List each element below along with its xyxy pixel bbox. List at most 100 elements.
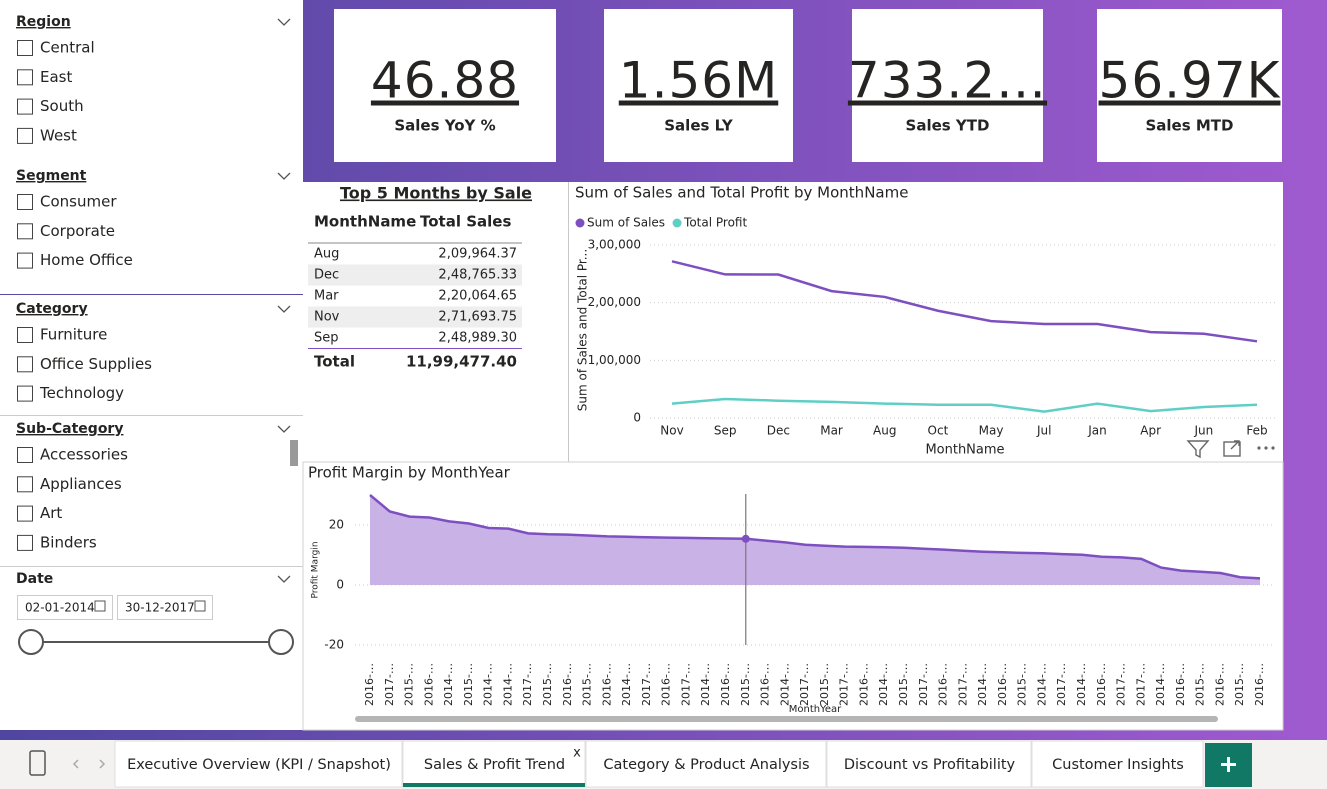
slicer-title: Region bbox=[16, 14, 71, 30]
slider-handle[interactable] bbox=[268, 629, 294, 655]
date-input[interactable] bbox=[117, 595, 213, 620]
table-total: Total bbox=[314, 353, 355, 371]
visual-header-icons[interactable] bbox=[1186, 440, 1241, 459]
kpi-value: 56.97K bbox=[1099, 52, 1281, 110]
chevron[interactable] bbox=[277, 575, 291, 583]
table-row-bg bbox=[308, 306, 522, 328]
x-tick-label: 2016-… bbox=[1095, 663, 1108, 706]
x-tick-label: 2017-… bbox=[521, 663, 534, 706]
y-tick-label: -20 bbox=[324, 638, 344, 652]
calendar-icon[interactable] bbox=[194, 600, 206, 612]
x-tick-label: 2016-… bbox=[561, 663, 574, 706]
checkbox[interactable] bbox=[17, 327, 33, 343]
x-tick-label: Sep bbox=[714, 424, 737, 438]
checkbox[interactable] bbox=[17, 385, 33, 402]
chevron[interactable] bbox=[277, 425, 291, 433]
checkbox[interactable] bbox=[17, 69, 33, 86]
x-tick-label: May bbox=[979, 424, 1004, 438]
legend-marker bbox=[575, 218, 585, 228]
slicer-item: Furniture bbox=[40, 326, 107, 344]
mobile-icon[interactable] bbox=[29, 750, 46, 776]
checkbox[interactable] bbox=[17, 356, 33, 373]
x-tick-label: 2015-… bbox=[818, 663, 831, 706]
x-tick-label: 2017-… bbox=[1115, 663, 1128, 706]
page-tab[interactable] bbox=[114, 740, 403, 788]
date-input[interactable] bbox=[17, 595, 113, 620]
slicer-title: Sub-Category bbox=[16, 421, 123, 437]
checkbox[interactable] bbox=[17, 127, 33, 144]
slicer-item: Corporate bbox=[40, 222, 115, 240]
area-chart-panel bbox=[302, 461, 1284, 731]
x-tick-label: 2015-… bbox=[403, 663, 416, 706]
x-tick-label: 2014-… bbox=[877, 663, 890, 706]
page-tab[interactable] bbox=[585, 740, 827, 788]
chevron[interactable] bbox=[277, 172, 291, 180]
x-tick-label: 2015-… bbox=[462, 663, 475, 706]
slicer-item: Binders bbox=[40, 533, 97, 551]
x-tick-label: 2016-… bbox=[660, 663, 673, 706]
more-icon[interactable] bbox=[1257, 446, 1275, 450]
tab-label: Executive Overview (KPI / Snapshot) bbox=[127, 757, 391, 773]
x-tick-label: Jun bbox=[1193, 424, 1213, 438]
kpi-card bbox=[1097, 9, 1282, 162]
x-axis-label: MonthYear bbox=[789, 704, 842, 715]
legend-label: Total Profit bbox=[683, 216, 747, 230]
tab-label: Discount vs Profitability bbox=[844, 757, 1016, 773]
x-tick-label: 2014-… bbox=[976, 663, 989, 706]
x-tick-label: 2016-… bbox=[857, 663, 870, 706]
kpi-card bbox=[852, 9, 1043, 162]
x-tick-label: 2017-… bbox=[1134, 663, 1147, 706]
scrollbar bbox=[290, 440, 298, 466]
x-tick-label: Feb bbox=[1246, 424, 1267, 438]
checkbox[interactable] bbox=[17, 534, 33, 551]
hover-point bbox=[741, 534, 750, 543]
chart-title: Profit Margin by MonthYear bbox=[308, 464, 511, 482]
x-tick-label: 2015-… bbox=[581, 663, 594, 706]
x-tick-label: Jan bbox=[1087, 424, 1107, 438]
x-tick-label: 2016-… bbox=[937, 663, 950, 706]
x-tick-label: 2017-… bbox=[956, 663, 969, 706]
checkbox[interactable] bbox=[17, 40, 33, 56]
slicer-item: Technology bbox=[39, 384, 124, 402]
kpi-card bbox=[604, 9, 793, 162]
checkbox[interactable] bbox=[17, 98, 33, 115]
x-tick-label: 2016-… bbox=[1174, 663, 1187, 706]
chevron[interactable] bbox=[277, 305, 291, 313]
checkbox[interactable] bbox=[17, 194, 33, 210]
slicer-item: Office Supplies bbox=[40, 355, 152, 373]
kpi-label: Sales LY bbox=[664, 117, 734, 135]
x-tick-label: 2016-… bbox=[719, 663, 732, 706]
tab-arrows[interactable] bbox=[72, 759, 106, 769]
table-cell: Sep bbox=[314, 331, 339, 346]
slicer-item: Central bbox=[40, 39, 95, 57]
checkbox[interactable] bbox=[17, 505, 33, 522]
checkbox[interactable] bbox=[17, 447, 33, 463]
table-cell: 2,71,693.75 bbox=[438, 310, 517, 325]
page-tab[interactable] bbox=[402, 740, 586, 788]
scrollbar[interactable] bbox=[355, 716, 1218, 722]
y-tick-label: 3,00,000 bbox=[588, 238, 641, 252]
calendar-icon[interactable] bbox=[94, 600, 106, 612]
tab-close: x bbox=[573, 746, 581, 761]
table-cell: 2,48,765.33 bbox=[438, 268, 517, 283]
y-axis-label: Profit Margin bbox=[311, 541, 321, 598]
line-chart-panel bbox=[568, 182, 1283, 462]
slider-handle[interactable] bbox=[18, 629, 44, 655]
chevron[interactable] bbox=[277, 18, 291, 26]
date-value: 30-12-2017 bbox=[125, 601, 195, 615]
x-tick-label: Jul bbox=[1036, 424, 1051, 438]
active-tab-indicator bbox=[403, 783, 585, 787]
x-tick-label: 2014-… bbox=[442, 663, 455, 706]
x-tick-label: 2017-… bbox=[1055, 663, 1068, 706]
checkbox[interactable] bbox=[17, 476, 33, 493]
y-tick-label: 20 bbox=[329, 518, 344, 532]
kpi-label: Sales YoY % bbox=[394, 117, 495, 135]
x-tick-label: 2016-… bbox=[759, 663, 772, 706]
checkbox[interactable] bbox=[17, 223, 33, 240]
table-row-bg bbox=[308, 264, 522, 286]
page-tab[interactable] bbox=[1031, 740, 1204, 788]
checkbox[interactable] bbox=[17, 252, 33, 269]
page-tab[interactable] bbox=[826, 740, 1032, 788]
slicer-title: Segment bbox=[16, 168, 87, 184]
x-tick-label: Apr bbox=[1140, 424, 1161, 438]
